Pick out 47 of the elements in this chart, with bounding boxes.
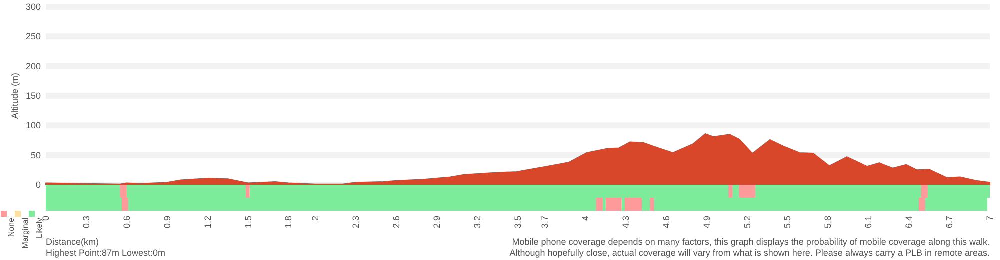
bar <box>624 198 642 211</box>
legend-label: Marginal <box>21 218 30 249</box>
x-tick-label: 3.2 <box>472 216 483 229</box>
text: Highest Point:87m Lowest:0m <box>46 248 166 258</box>
x-tick-label: 3.5 <box>513 216 523 229</box>
x-tick-label: 1.2 <box>202 216 213 229</box>
y-tick-label: 150 <box>26 91 41 101</box>
bar <box>606 198 622 211</box>
bar <box>650 198 654 211</box>
x-tick-label: 4 <box>580 216 590 222</box>
x-tick-label: 0.6 <box>122 216 132 229</box>
y-tick-label: 0 <box>36 180 41 190</box>
bar <box>596 198 603 211</box>
x-tick-label: 2.9 <box>432 216 442 229</box>
y-tick-label: 50 <box>30 150 41 160</box>
x-tick-label: 0.9 <box>162 216 172 229</box>
y-tick-label: 200 <box>26 61 41 72</box>
x-tick-label: 4.6 <box>661 216 672 229</box>
bar <box>739 185 756 198</box>
x-tick-label: 6.4 <box>904 216 914 229</box>
text: Although hopefully close, actual coverage will vary from what is shown here. Please always carry a PLB in remote areas. <box>510 248 990 258</box>
y-tick-label: 100 <box>26 120 41 131</box>
y-axis-title: Altitude (m) <box>10 72 20 120</box>
x-tick-label: 1.5 <box>243 216 254 229</box>
x-tick-label: 3.7 <box>540 216 550 229</box>
x-tick-label: 0.3 <box>81 216 92 229</box>
x-tick-label: 2.3 <box>351 216 362 229</box>
x-tick-label: 0 <box>41 216 51 222</box>
x-axis-title: Distance(km) <box>46 237 100 247</box>
x-tick-label: 2 <box>310 216 321 222</box>
text: Mobile phone coverage depends on many factors, this graph displays the probability of mobile coverage along this walk. <box>512 237 990 247</box>
x-tick-label: 1.8 <box>284 216 294 229</box>
legend-label: None <box>7 217 16 238</box>
x-tick-label: 4.3 <box>620 216 631 229</box>
x-tick-label: 5.2 <box>742 216 752 229</box>
bar <box>246 185 250 198</box>
x-tick-label: 2.6 <box>392 216 402 229</box>
x-tick-label: 5.5 <box>782 216 793 229</box>
x-tick-label: 4.9 <box>702 216 712 229</box>
x-tick-label: 5.8 <box>823 216 834 229</box>
x-tick-label: 7 <box>985 216 995 222</box>
y-tick-label: 250 <box>26 32 41 42</box>
y-tick-label: 300 <box>26 2 41 12</box>
legend-label: Likely <box>35 218 44 238</box>
x-tick-label: 6.1 <box>864 216 874 229</box>
x-tick-label: 6.7 <box>944 216 955 229</box>
bar <box>728 185 732 198</box>
